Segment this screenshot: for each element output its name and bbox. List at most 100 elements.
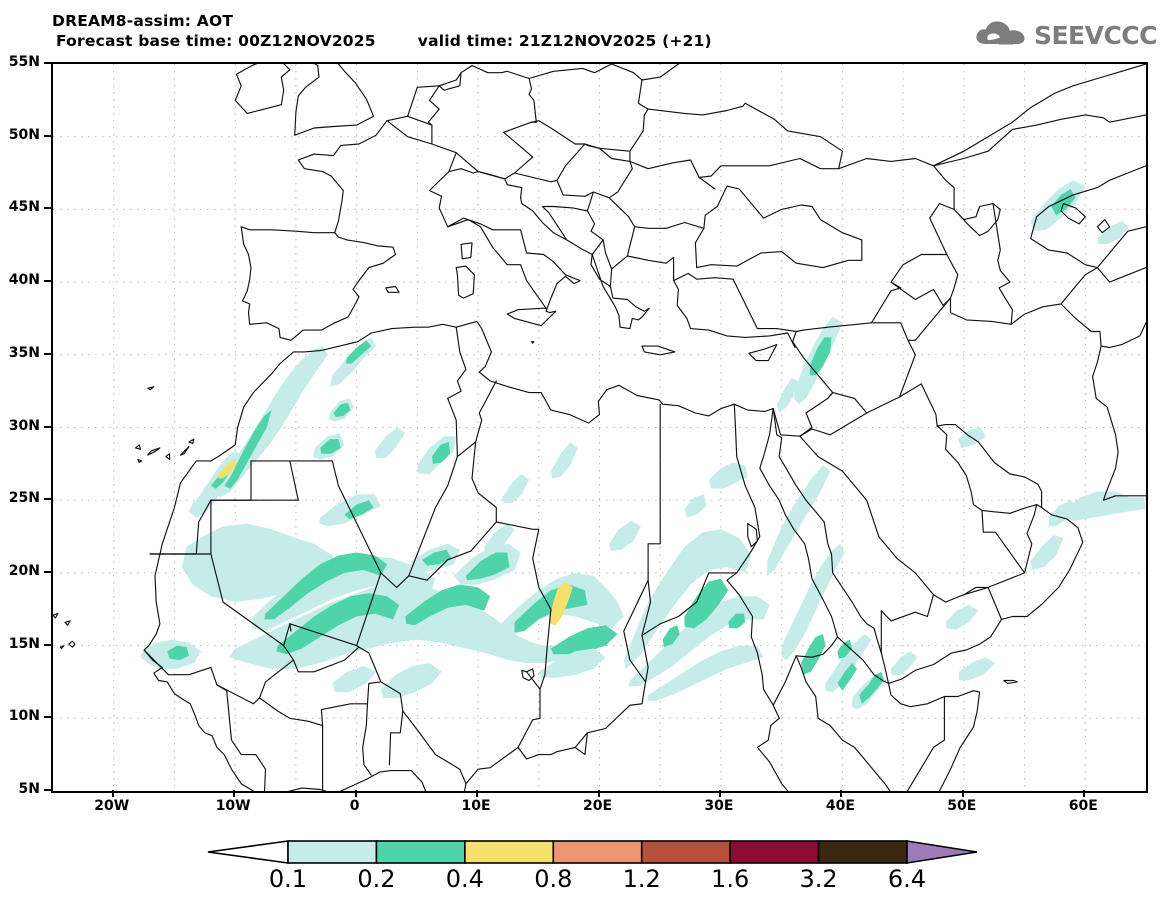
geo-line — [890, 281, 952, 306]
geo-line — [427, 85, 440, 145]
colorbar-swatch — [375, 840, 466, 864]
y-axis-tick — [44, 716, 51, 719]
y-axis-label: 35N — [8, 344, 40, 361]
y-axis-label: 10N — [8, 708, 40, 725]
geo-line — [237, 320, 774, 429]
aot-contour-blob — [891, 651, 918, 677]
x-axis-label: 40E — [825, 798, 855, 814]
y-axis-tick — [44, 62, 51, 64]
geo-line — [586, 191, 604, 256]
geo-line — [455, 130, 644, 183]
x-axis-tick — [476, 790, 479, 797]
aot-contour-blob — [431, 442, 451, 464]
x-axis-tick — [961, 790, 964, 797]
geo-line — [795, 655, 891, 791]
geo-line — [981, 509, 1026, 574]
geo-line — [530, 120, 586, 145]
aot-contour-blob — [502, 474, 530, 504]
geo-line — [602, 239, 613, 288]
x-axis-tick — [597, 790, 600, 797]
aot-contour-blob — [809, 337, 832, 376]
seevccc-logo: SEEVCCC — [974, 18, 1158, 52]
gridlines — [53, 64, 1146, 791]
aot-contour-blob — [465, 552, 510, 581]
base-time-label: Forecast base time: 00Z12NOV2025 — [56, 32, 376, 50]
y-axis-label: 25N — [8, 490, 40, 507]
y-axis-label: 45N — [8, 199, 40, 216]
geo-line — [880, 594, 935, 654]
geo-line — [147, 386, 155, 391]
aot-contour-blob — [484, 523, 515, 554]
aot-contour-blob — [374, 427, 406, 458]
aot-contour-blob — [837, 663, 857, 691]
geo-line — [907, 297, 952, 341]
aot-contour-blob — [550, 625, 618, 655]
aot-contour-blob — [550, 442, 578, 479]
geo-line — [283, 645, 404, 766]
geo-line — [258, 681, 382, 727]
colorbar-swatches — [207, 840, 978, 864]
colorbar-tick-label: 0.4 — [445, 865, 484, 893]
geo-line — [447, 217, 581, 327]
y-axis-tick — [44, 207, 51, 210]
geo-line — [448, 168, 479, 174]
geo-line — [772, 408, 890, 684]
geo-line — [477, 171, 506, 180]
aot-contour-blob — [218, 459, 237, 479]
geo-line — [385, 285, 400, 293]
aot-contour-blob — [1065, 491, 1146, 521]
geo-line — [772, 341, 834, 437]
geo-line — [294, 64, 375, 136]
aot-contour-blob — [422, 549, 452, 566]
geo-line — [520, 197, 650, 330]
colorbar-over-arrow — [906, 840, 978, 864]
geo-line — [611, 226, 636, 270]
geo-line — [637, 64, 679, 132]
y-axis-tick — [44, 789, 51, 791]
aot-contour-blob — [405, 584, 491, 626]
x-axis-label: 50E — [947, 798, 977, 814]
geo-line — [1102, 495, 1146, 501]
geo-line — [530, 341, 535, 344]
geo-line — [240, 226, 397, 341]
geo-line — [963, 504, 1038, 596]
geo-line — [240, 64, 613, 234]
colorbar-swatch — [729, 840, 820, 864]
geo-line — [936, 425, 1043, 514]
x-axis-tick — [840, 790, 843, 797]
geo-line — [64, 620, 71, 626]
geo-line — [216, 684, 267, 791]
geo-line — [641, 572, 738, 636]
y-axis-tick — [44, 352, 51, 355]
geo-line — [611, 64, 643, 81]
geo-line — [936, 424, 1039, 485]
geo-line — [629, 150, 716, 190]
aot-contour-blob — [662, 625, 680, 648]
geo-line — [460, 242, 473, 260]
aot-contour-blob — [333, 402, 351, 418]
geo-line — [772, 636, 839, 706]
geo-line — [870, 253, 948, 324]
aot-contour-blob — [609, 520, 641, 552]
y-axis-label: 50N — [8, 126, 40, 143]
y-axis-tick — [44, 498, 51, 501]
colorbar-tick-label: 0.2 — [357, 865, 396, 893]
geo-line — [932, 64, 1146, 167]
y-axis-tick — [44, 134, 51, 137]
geo-line — [188, 438, 195, 445]
aot-contour-blob — [320, 439, 341, 454]
geo-line — [827, 392, 868, 414]
geo-line — [149, 553, 292, 647]
geo-line — [68, 640, 76, 648]
colorbar: 0.1 0.2 0.4 0.8 1.2 1.6 3.2 6.4 — [205, 838, 980, 898]
colorbar-tick-label: 0.1 — [268, 865, 308, 893]
aot-contour-blob — [945, 604, 979, 630]
colorbar-swatch — [464, 840, 555, 864]
y-axis-tick — [44, 280, 51, 283]
geo-line — [407, 115, 433, 126]
colorbar-tick-label: 1.2 — [622, 865, 661, 893]
geo-line — [165, 453, 171, 461]
aot-contour-blob — [869, 671, 884, 691]
y-axis-label: 30N — [8, 417, 40, 434]
